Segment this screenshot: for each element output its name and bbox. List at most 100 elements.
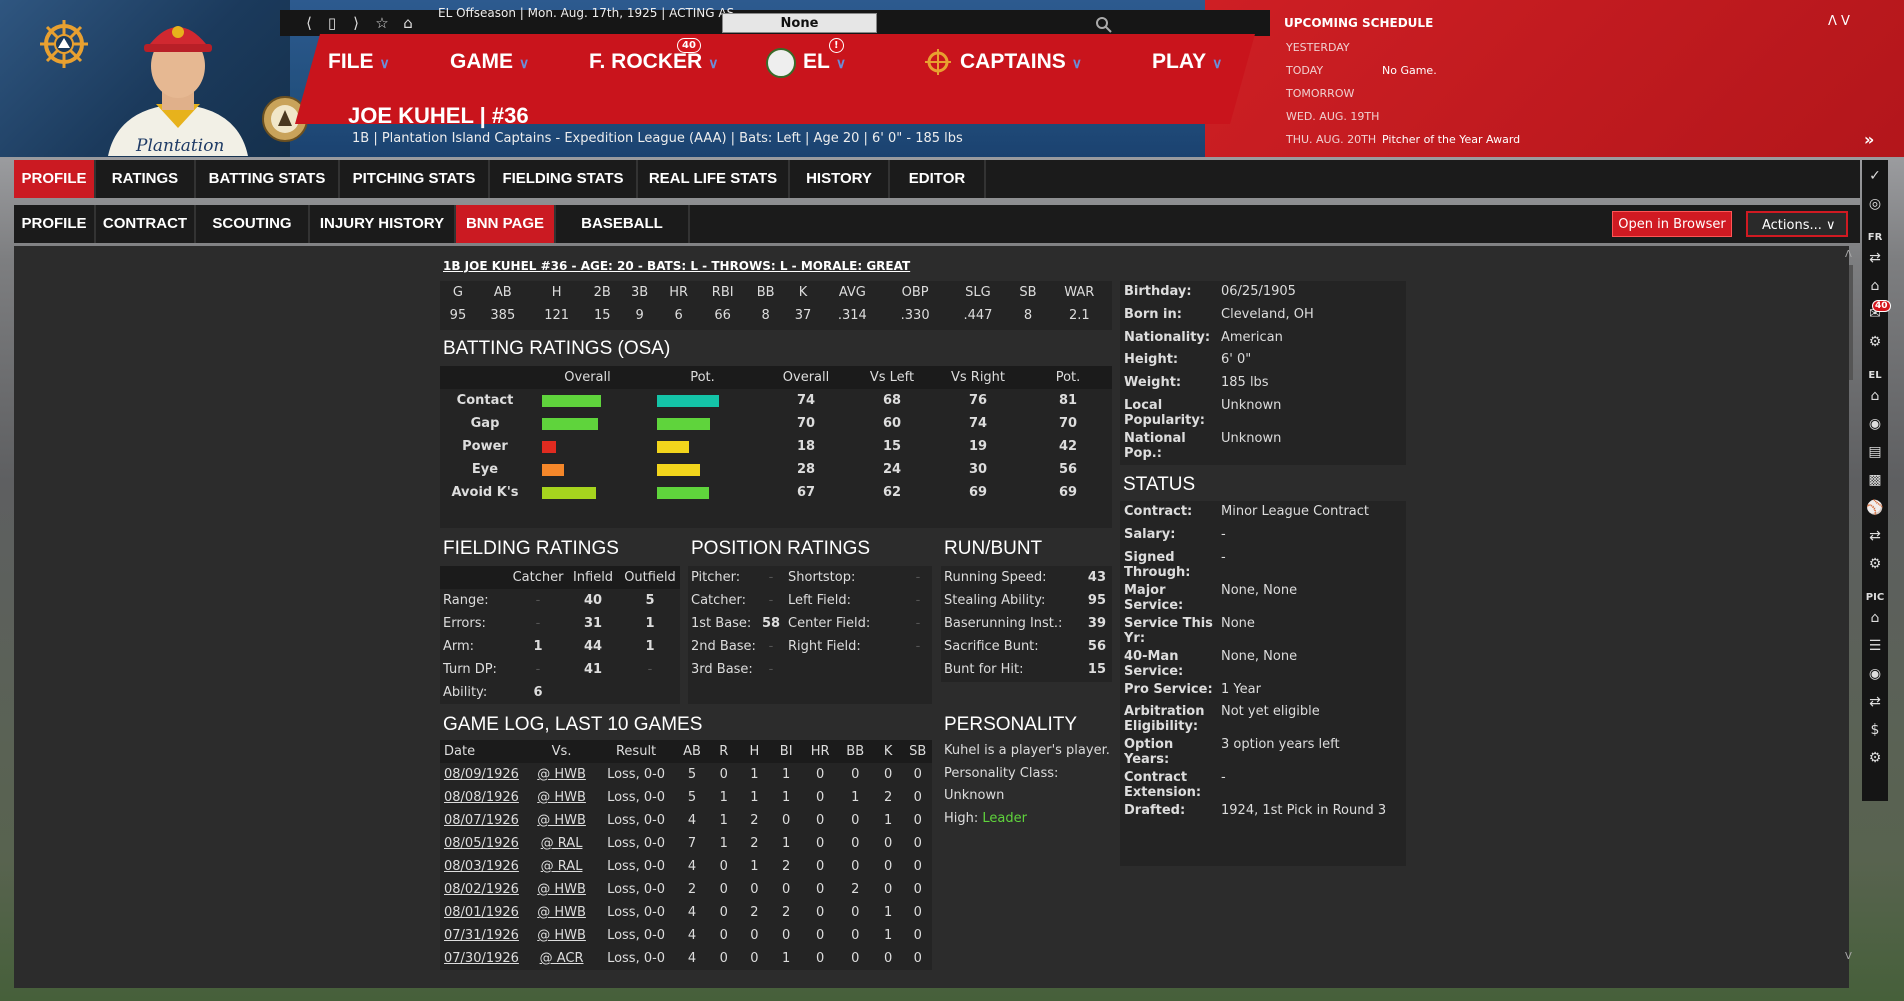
- overall-bar-cell: [530, 458, 645, 481]
- subtab-bnn-page[interactable]: BNN PAGE: [456, 205, 556, 243]
- home-icon[interactable]: ⌂: [1870, 278, 1880, 294]
- tab-pitching-stats[interactable]: PITCHING STATS: [340, 160, 490, 198]
- player-headline[interactable]: 1B JOE KUHEL #36 - AGE: 20 - BATS: L - T…: [443, 259, 911, 273]
- baseball-icon[interactable]: ⚾: [1866, 500, 1884, 516]
- check-icon[interactable]: ✓: [1869, 168, 1881, 184]
- tab-fielding-stats[interactable]: FIELDING STATS: [490, 160, 638, 198]
- scrollbar-thumb[interactable]: [1849, 265, 1853, 380]
- transactions-icon[interactable]: ⇄: [1869, 694, 1881, 710]
- position-label: [784, 658, 904, 681]
- fielding-ratings-box: Catcher Infield Outfield Range: - 40 5 Error…: [440, 566, 680, 704]
- tab-history[interactable]: HISTORY: [790, 160, 890, 198]
- roster-icon[interactable]: ☰: [1868, 638, 1882, 654]
- log-cell: 0: [719, 905, 728, 920]
- tab-batting-stats[interactable]: BATTING STATS: [196, 160, 340, 198]
- menu-captains[interactable]: CAPTAINS ∨: [960, 50, 1083, 73]
- fielding-value: -: [535, 593, 541, 608]
- player-name: JOE KUHEL | #36: [348, 103, 529, 128]
- forward-icon[interactable]: ⟩: [353, 14, 359, 32]
- location-icon[interactable]: ◉: [1868, 416, 1882, 432]
- game-date-link[interactable]: 08/08/1926: [444, 790, 519, 805]
- schedule-day: WED. AUG. 19TH: [1286, 110, 1380, 123]
- dollar-icon[interactable]: $: [1870, 722, 1880, 738]
- gear-icon[interactable]: ⚙: [1868, 750, 1882, 766]
- log-cell: 1: [782, 790, 791, 805]
- tab-editor[interactable]: EDITOR: [890, 160, 986, 198]
- game-date-link[interactable]: 08/01/1926: [444, 905, 519, 920]
- expand-icon[interactable]: »: [1864, 130, 1875, 149]
- subtab-scouting[interactable]: SCOUTING: [196, 205, 310, 243]
- opponent-link[interactable]: @ HWB: [537, 813, 586, 828]
- game-date-link[interactable]: 08/02/1926: [444, 882, 519, 897]
- potential-bar-cell: [645, 412, 760, 435]
- game-date-link[interactable]: 07/30/1926: [444, 951, 519, 966]
- chart-icon[interactable]: ▩: [1868, 472, 1882, 488]
- scroll-down-icon[interactable]: V: [1845, 951, 1852, 962]
- log-cell: 2: [883, 790, 893, 805]
- log-cell: 0: [851, 905, 860, 920]
- gear-icon[interactable]: ⚙: [1868, 556, 1882, 572]
- schedule-collapse-icon[interactable]: Λ V: [1828, 14, 1850, 29]
- log-cell: 0: [719, 882, 728, 897]
- globe-icon[interactable]: ◎: [1868, 196, 1882, 212]
- subtab-injury-history[interactable]: INJURY HISTORY: [310, 205, 456, 243]
- actions-dropdown[interactable]: Actions... ∨: [1746, 211, 1848, 237]
- tab-real-life-stats[interactable]: REAL LIFE STATS: [638, 160, 790, 198]
- gear-icon[interactable]: ⚙: [1868, 334, 1882, 350]
- subtab-profile[interactable]: PROFILE: [14, 205, 96, 243]
- opponent-link[interactable]: @ HWB: [537, 905, 586, 920]
- location-icon[interactable]: ◉: [1868, 666, 1882, 682]
- vs-right-value: 19: [968, 439, 988, 454]
- menu-league[interactable]: EL ∨: [803, 50, 847, 73]
- position-label: Center Field:: [788, 616, 871, 631]
- open-in-browser-button[interactable]: Open in Browser: [1612, 211, 1732, 237]
- opponent-link[interactable]: @ HWB: [537, 767, 586, 782]
- opponent-link[interactable]: @ HWB: [537, 928, 586, 943]
- menu-team[interactable]: F. ROCKER ∨: [589, 50, 719, 73]
- stat-value: 2.1: [1068, 308, 1090, 323]
- window-icon[interactable]: ▯: [327, 14, 337, 32]
- opponent-link[interactable]: @ HWB: [537, 882, 586, 897]
- team-logo[interactable]: [38, 18, 90, 70]
- opponent-link[interactable]: @ RAL: [540, 859, 583, 874]
- menu-file[interactable]: FILE ∨: [328, 50, 390, 73]
- acting-as-select[interactable]: None: [722, 13, 877, 33]
- game-date-link[interactable]: 08/05/1926: [444, 836, 519, 851]
- header-schedule-panel: [1205, 0, 1904, 157]
- season-stats-table: G AB H 2B 3B HR RBI BB K AVG OBP SLG SB WAR 95 385 121 1…: [440, 281, 1112, 327]
- game-date-link[interactable]: 08/07/1926: [444, 813, 519, 828]
- info-row: Option Years: 3 option years left: [1120, 734, 1406, 767]
- fielding-label: Range:: [443, 593, 489, 608]
- home-icon[interactable]: ⌂: [1870, 610, 1880, 626]
- game-date-link[interactable]: 08/09/1926: [444, 767, 519, 782]
- mail-icon[interactable]: ✉: [1869, 306, 1881, 322]
- scroll-up-icon[interactable]: Λ: [1845, 249, 1852, 260]
- news-icon[interactable]: ▤: [1868, 444, 1882, 460]
- menu-play[interactable]: PLAY ∨: [1152, 50, 1223, 73]
- tab-ratings[interactable]: RATINGS: [96, 160, 196, 198]
- opponent-link[interactable]: @ RAL: [540, 836, 583, 851]
- run-bunt-title: RUN/BUNT: [944, 538, 1043, 559]
- menu-game[interactable]: GAME ∨: [450, 50, 530, 73]
- opponent-link[interactable]: @ HWB: [537, 790, 586, 805]
- transactions-icon[interactable]: ⇄: [1869, 250, 1881, 266]
- home-icon[interactable]: ⌂: [1870, 388, 1880, 404]
- log-cell: 0: [913, 767, 922, 782]
- transactions-icon[interactable]: ⇄: [1869, 528, 1881, 544]
- log-cell: 0: [816, 905, 825, 920]
- subtab-baseball-cards[interactable]: BASEBALL CARDS: [556, 205, 690, 270]
- tab-profile[interactable]: PROFILE: [14, 160, 96, 198]
- opponent-link[interactable]: @ ACR: [539, 951, 584, 966]
- info-row: Height: 6' 0": [1120, 349, 1406, 372]
- stat-header: AVG: [838, 285, 866, 300]
- search-icon[interactable]: [1095, 16, 1113, 34]
- back-icon[interactable]: ⟨: [306, 14, 312, 32]
- game-date-link[interactable]: 07/31/1926: [444, 928, 519, 943]
- subtab-contract[interactable]: CONTRACT: [96, 205, 196, 243]
- home-icon[interactable]: ⌂: [403, 14, 413, 32]
- game-date-link[interactable]: 08/03/1926: [444, 859, 519, 874]
- star-icon[interactable]: ☆: [375, 14, 389, 32]
- log-header: BI: [769, 740, 803, 763]
- position-value: 58: [761, 616, 781, 631]
- log-cell: 5: [687, 790, 697, 805]
